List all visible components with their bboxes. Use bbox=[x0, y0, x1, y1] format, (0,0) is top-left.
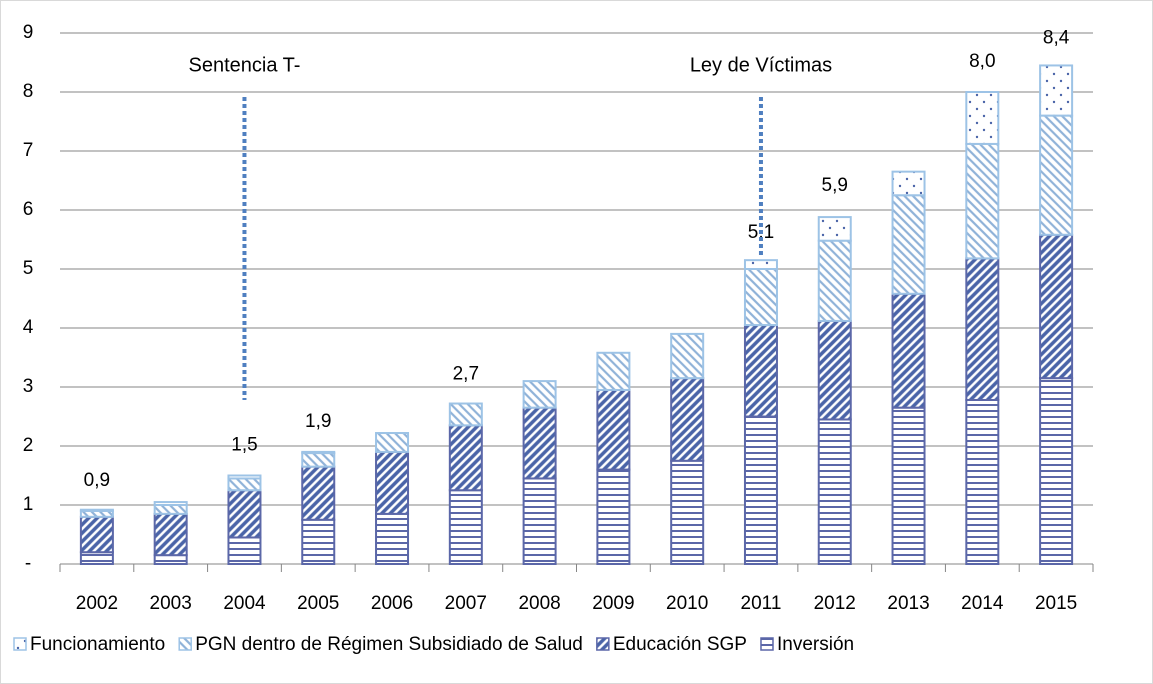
bar-segment bbox=[79, 551, 114, 566]
x-tick-label: 2013 bbox=[887, 593, 929, 614]
total-label: 8,4 bbox=[1043, 27, 1070, 48]
bar-segment bbox=[891, 194, 926, 295]
bar-segment bbox=[522, 380, 557, 409]
bar-segment bbox=[891, 292, 926, 409]
bar-segment bbox=[227, 477, 262, 492]
bar-segment bbox=[301, 450, 336, 455]
total-label: 1,9 bbox=[305, 411, 331, 432]
bar-segment bbox=[227, 489, 262, 539]
x-tick-label: 2003 bbox=[150, 593, 192, 614]
bar-segment bbox=[965, 398, 1000, 566]
bar-segment bbox=[891, 406, 926, 565]
x-tick-label: 2004 bbox=[223, 593, 266, 614]
bar-segment bbox=[448, 424, 483, 492]
bar-segment bbox=[743, 259, 778, 270]
x-tick-label: 2011 bbox=[741, 593, 782, 614]
bar-segment bbox=[965, 142, 1000, 260]
y-tick-label: 6 bbox=[23, 199, 34, 220]
bar-segment bbox=[1039, 377, 1074, 565]
total-label: 5,9 bbox=[822, 175, 848, 196]
x-tick-label: 2015 bbox=[1035, 593, 1077, 614]
bar-segment bbox=[522, 477, 557, 566]
y-tick-label: 5 bbox=[23, 258, 34, 279]
bar-segment bbox=[375, 450, 410, 515]
bar-segment bbox=[227, 474, 262, 480]
bar-segment bbox=[670, 459, 705, 565]
bar-segment bbox=[1039, 114, 1074, 236]
legend-swatch bbox=[760, 637, 774, 651]
total-label: 2,7 bbox=[453, 364, 479, 385]
bar-segment bbox=[153, 501, 188, 506]
y-tick-label: - bbox=[25, 553, 31, 574]
total-label: 8,0 bbox=[969, 51, 995, 72]
bar-segment bbox=[79, 508, 114, 512]
bar-segment bbox=[448, 402, 483, 427]
bar-segment bbox=[743, 324, 778, 418]
bar-segment bbox=[817, 216, 852, 242]
bar-segment bbox=[965, 257, 1000, 401]
legend-label: Inversión bbox=[777, 634, 854, 655]
x-tick-label: 2012 bbox=[814, 593, 856, 614]
bar-segment bbox=[227, 536, 262, 566]
x-tick-label: 2010 bbox=[666, 593, 708, 614]
x-tick-label: 2014 bbox=[961, 593, 1004, 614]
bar-segment bbox=[670, 332, 705, 380]
bar-segment bbox=[743, 415, 778, 565]
y-tick-label: 4 bbox=[23, 317, 34, 338]
bar-segment bbox=[965, 91, 1000, 145]
bar-segment bbox=[375, 432, 410, 453]
y-tick-label: 1 bbox=[23, 494, 34, 515]
bar-segment bbox=[817, 319, 852, 421]
legend-label: Educación SGP bbox=[613, 634, 747, 655]
y-tick-label: 7 bbox=[23, 140, 34, 161]
bar-segment bbox=[596, 388, 631, 471]
bar-segment bbox=[153, 512, 188, 557]
y-tick-label: 2 bbox=[23, 435, 34, 456]
bar-segment bbox=[817, 239, 852, 322]
legend-label: PGN dentro de Régimen Subsidiado de Salu… bbox=[195, 634, 583, 655]
x-tick-label: 2002 bbox=[76, 593, 118, 614]
y-tick-label: 3 bbox=[23, 376, 34, 397]
legend-swatch bbox=[596, 637, 610, 651]
bar-segment bbox=[153, 504, 188, 515]
bar-segment bbox=[596, 468, 631, 566]
bar-segment bbox=[522, 406, 557, 480]
y-tick-label: 8 bbox=[23, 81, 34, 102]
bar-segment bbox=[301, 465, 336, 521]
legend-swatch bbox=[13, 637, 27, 651]
x-tick-label: 2008 bbox=[518, 593, 560, 614]
legend-swatch bbox=[178, 637, 192, 651]
bar-segment bbox=[1039, 64, 1074, 117]
legend-label: Funcionamiento bbox=[30, 634, 165, 655]
annotation: Ley de Víctimas bbox=[690, 54, 832, 76]
bar-segment bbox=[817, 418, 852, 566]
y-tick-label: 9 bbox=[23, 22, 34, 43]
x-tick-label: 2007 bbox=[445, 593, 487, 614]
total-label: 0,9 bbox=[84, 470, 110, 491]
bar-segment bbox=[891, 170, 926, 197]
bar-segment bbox=[301, 518, 336, 565]
total-label: 1,5 bbox=[231, 435, 257, 456]
x-tick-label: 2006 bbox=[371, 593, 413, 614]
bar-segment bbox=[79, 515, 114, 554]
bar-segment bbox=[375, 512, 410, 565]
x-tick-label: 2005 bbox=[297, 593, 339, 614]
bar-segment bbox=[301, 452, 336, 468]
bar-segment bbox=[670, 377, 705, 462]
x-tick-label: 2009 bbox=[592, 593, 634, 614]
bar-segment bbox=[743, 268, 778, 327]
bar-segment bbox=[448, 489, 483, 565]
bar-segment bbox=[1039, 233, 1074, 380]
annotation: Sentencia T- bbox=[188, 54, 300, 76]
bar-segment bbox=[596, 351, 631, 391]
bar-segment bbox=[153, 554, 188, 566]
